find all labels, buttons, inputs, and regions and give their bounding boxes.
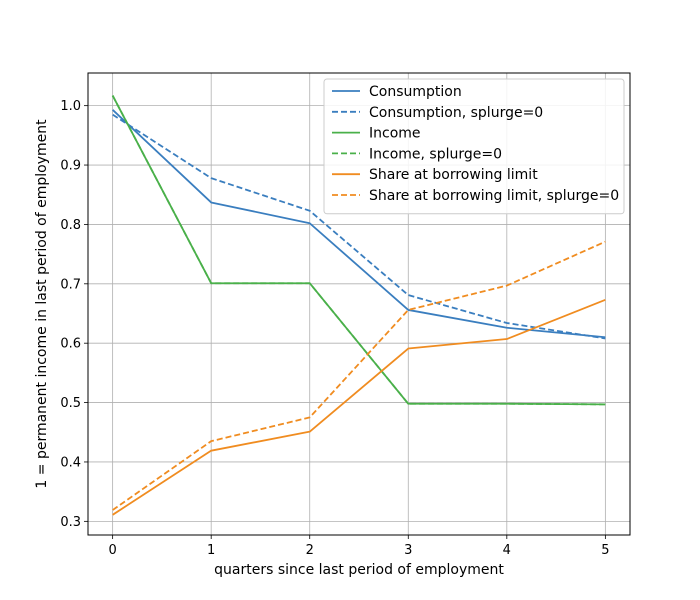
plot-frame bbox=[87, 72, 631, 536]
y-tick-label: 0.3 bbox=[60, 515, 81, 530]
legend-label: Income bbox=[369, 126, 421, 142]
legend-label: Income, splurge=0 bbox=[369, 146, 502, 162]
series-layer bbox=[111, 95, 606, 516]
y-tick-label: 0.8 bbox=[60, 218, 81, 233]
series-line-5 bbox=[112, 240, 606, 511]
series-line-0 bbox=[112, 109, 606, 339]
legend: Consumption Consumption, splurge=0 Income I… bbox=[323, 78, 625, 215]
legend-label: Share at borrowing limit, splurge=0 bbox=[369, 188, 619, 204]
series-line-1 bbox=[112, 113, 606, 340]
legend-label: Share at borrowing limit bbox=[369, 167, 538, 183]
y-axis-label: 1 = permanent income in last period of e… bbox=[34, 119, 50, 489]
x-tick-label: 5 bbox=[601, 543, 609, 558]
x-axis-label: quarters since last period of employment bbox=[214, 562, 504, 578]
ticks-layer: 0 1 2 3 4 5 0.3 0.4 0.5 0.6 0.7 0.8 0.9 1.0 bbox=[60, 99, 609, 558]
y-tick-label: 0.9 bbox=[60, 159, 81, 174]
y-tick-label: 0.5 bbox=[60, 396, 81, 411]
x-tick-label: 2 bbox=[306, 543, 314, 558]
legend-label: Consumption bbox=[369, 84, 462, 100]
series-line-4 bbox=[112, 299, 606, 516]
legend-box bbox=[323, 78, 625, 215]
y-tick-label: 0.6 bbox=[60, 337, 81, 352]
x-tick-label: 3 bbox=[404, 543, 412, 558]
x-tick-label: 4 bbox=[503, 543, 511, 558]
y-tick-label: 0.4 bbox=[60, 455, 81, 470]
x-tick-label: 0 bbox=[108, 543, 116, 558]
series-line-3 bbox=[111, 95, 606, 406]
x-tick-label: 1 bbox=[207, 543, 215, 558]
y-tick-label: 0.7 bbox=[60, 277, 81, 292]
y-tick-label: 1.0 bbox=[60, 99, 81, 114]
legend-label: Consumption, splurge=0 bbox=[369, 105, 543, 121]
